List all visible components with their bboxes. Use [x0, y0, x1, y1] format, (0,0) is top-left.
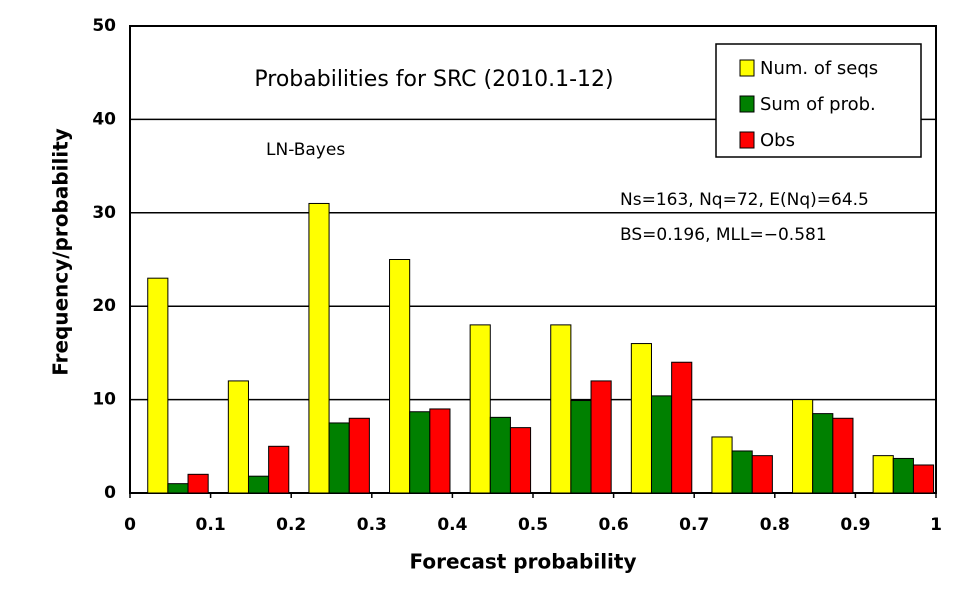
bar [247, 475, 270, 494]
bar [227, 380, 249, 494]
bar [711, 436, 733, 494]
y-tick-label: 0 [104, 483, 116, 503]
legend-label: Num. of seqs [760, 58, 878, 79]
x-axis-label: Forecast probability [409, 550, 636, 574]
chart-title: Probabilities for SRC (2010.1-12) [254, 67, 613, 92]
x-tick-label: 1 [930, 515, 942, 535]
bar [147, 277, 169, 494]
bar [550, 324, 572, 494]
x-tick-label: 0.2 [276, 515, 306, 535]
y-axis-label: Frequency/probability [49, 128, 73, 376]
bar [630, 343, 652, 494]
bar [469, 324, 491, 494]
y-tick-label: 30 [92, 203, 116, 223]
x-tick-label: 0 [124, 515, 136, 535]
bar [328, 422, 350, 494]
bar [187, 473, 209, 494]
bar [812, 413, 834, 494]
bar [792, 399, 814, 494]
bar [348, 417, 370, 494]
bar [751, 455, 773, 494]
legend-swatch [739, 95, 755, 113]
annotation: BS=0.196, MLL=−0.581 [620, 225, 827, 245]
legend-swatch [739, 131, 755, 149]
bar [167, 483, 189, 494]
x-tick-label: 0.4 [437, 515, 467, 535]
bar [429, 408, 451, 494]
x-tick-label: 0.7 [679, 515, 709, 535]
bar [892, 457, 914, 494]
legend-label: Sum of prob. [760, 94, 876, 115]
bar [489, 416, 511, 494]
bar [671, 361, 693, 494]
bar [570, 400, 592, 494]
legend-swatch [739, 59, 755, 77]
x-tick-label: 0.3 [357, 515, 387, 535]
y-tick-label: 20 [92, 296, 116, 316]
y-tick-label: 50 [92, 16, 116, 36]
bar [650, 395, 673, 494]
bar [308, 202, 330, 494]
bar [832, 417, 854, 494]
bar [389, 259, 411, 494]
legend-label: Obs [760, 130, 795, 151]
bar [731, 450, 753, 494]
bar [409, 411, 431, 494]
bar [509, 427, 532, 494]
plot-frame [129, 25, 937, 494]
x-tick-label: 0.6 [599, 515, 629, 535]
annotation: LN-Bayes [266, 140, 345, 160]
x-tick-label: 0.9 [840, 515, 870, 535]
y-tick-label: 10 [92, 390, 116, 410]
bar [590, 380, 612, 494]
bar [912, 464, 935, 494]
y-tick-label: 40 [92, 109, 116, 129]
bar [268, 445, 290, 494]
annotation: Ns=163, Nq=72, E(Nq)=64.5 [620, 190, 869, 210]
x-tick-label: 0.5 [518, 515, 548, 535]
bar [872, 455, 894, 494]
x-tick-label: 0.1 [196, 515, 226, 535]
x-tick-label: 0.8 [760, 515, 790, 535]
